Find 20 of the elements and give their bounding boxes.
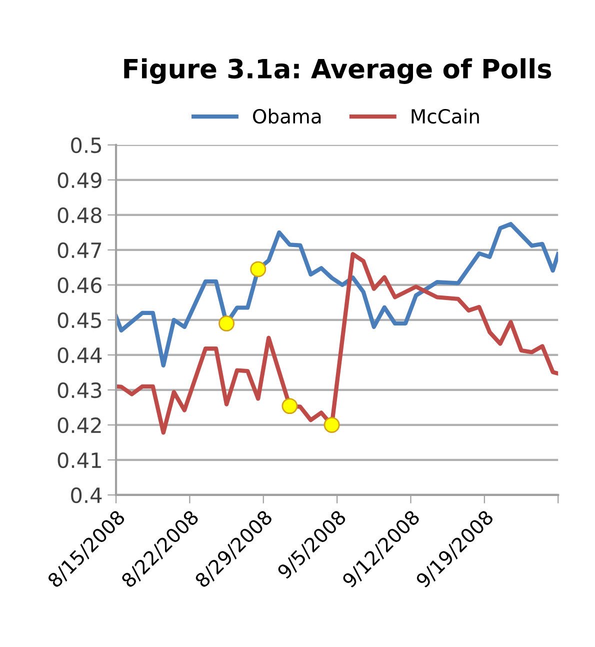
y-tick-label: 0.5 (71, 137, 102, 154)
legend-label: McCain (412, 108, 479, 124)
y-tick-label: 0.4 (71, 487, 102, 504)
line-series (116, 252, 558, 435)
y-tick-label: 0.45 (58, 312, 102, 328)
chart-title: Figure 3.1a: Average of Polls (124, 58, 552, 84)
y-tick-label: 0.41 (58, 452, 101, 468)
y-tick-label: 0.43 (58, 382, 102, 398)
line-series (116, 222, 558, 368)
point (250, 261, 266, 278)
point (218, 315, 235, 332)
y-tick-label: 0.42 (58, 417, 101, 434)
legend-label: Obama (253, 108, 321, 124)
y-tick-label: 0.48 (58, 207, 102, 224)
y-tick-label: 0.47 (58, 242, 102, 258)
point (282, 398, 298, 414)
point (324, 416, 340, 433)
y-tick-label: 0.49 (58, 172, 102, 188)
y-tick-label: 0.44 (58, 347, 102, 364)
y-tick-label: 0.46 (58, 277, 102, 294)
